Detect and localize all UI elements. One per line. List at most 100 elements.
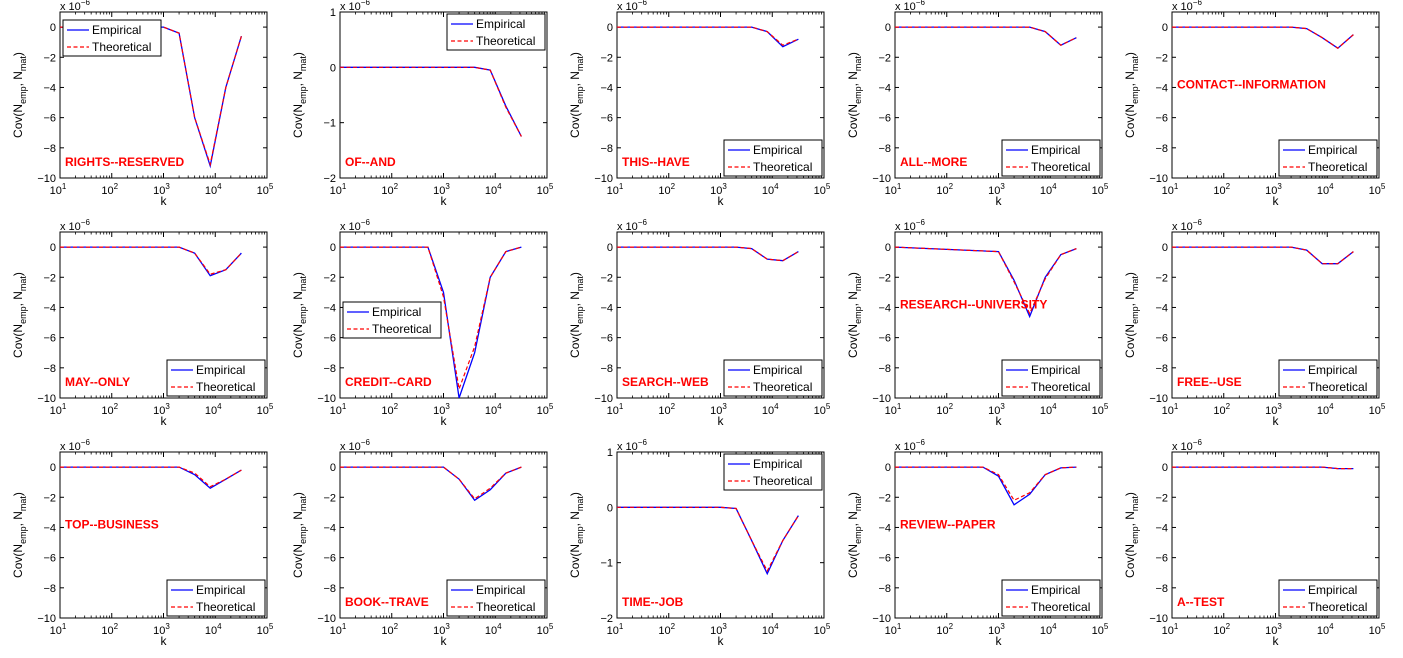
panel-label: BOOK--TRAVE <box>345 595 429 609</box>
x-tick-label: 102 <box>381 182 398 197</box>
y-tick-label: 0 <box>50 22 56 34</box>
legend-theoretical-label: Theoretical <box>92 40 151 54</box>
x-tick-label: 104 <box>762 402 779 417</box>
panel-label: ALL--MORE <box>900 155 967 169</box>
theoretical-series-line <box>60 26 242 167</box>
legend-theoretical-label: Theoretical <box>372 322 431 336</box>
theoretical-series-line <box>895 246 1077 315</box>
y-tick-label: 0 <box>607 22 613 34</box>
y-axis-label: Cov(Nemp, Nmat) <box>11 272 28 358</box>
y-exponent-label: x 10−6 <box>617 438 647 453</box>
y-exponent-label: x 10−6 <box>1172 0 1202 13</box>
legend-theoretical-label: Theoretical <box>196 380 255 394</box>
legend-empirical-label: Empirical <box>1308 583 1357 597</box>
theoretical-series-line <box>895 26 1077 46</box>
y-tick-label: −4 <box>43 82 56 94</box>
legend: Empirical Theoretical <box>166 579 266 617</box>
x-tick-label: 105 <box>537 402 554 417</box>
y-tick-label: −2 <box>878 492 891 504</box>
x-axis-label: k <box>441 194 448 208</box>
y-tick-label: −2 <box>1155 272 1168 284</box>
x-tick-label: 103 <box>988 402 1005 417</box>
theoretical-series-line <box>1172 246 1354 265</box>
y-tick-label: −6 <box>43 553 56 565</box>
x-tick-label: 104 <box>485 182 502 197</box>
theoretical-series-line <box>340 466 522 500</box>
x-tick-label: 105 <box>257 402 274 417</box>
y-tick-label: −10 <box>594 393 613 405</box>
theoretical-series-line <box>60 246 242 275</box>
y-tick-label: 0 <box>1162 242 1168 254</box>
y-tick-label: −8 <box>1155 363 1168 375</box>
y-tick-label: 1 <box>330 7 336 19</box>
x-tick-label: 103 <box>710 402 727 417</box>
legend-empirical-label: Empirical <box>1031 583 1080 597</box>
legend: Empirical Theoretical <box>342 301 442 339</box>
legend-empirical-label: Empirical <box>196 583 245 597</box>
x-tick-label: 105 <box>1369 622 1386 637</box>
y-tick-label: 0 <box>607 242 613 254</box>
y-axis-label: Cov(Nemp, Nmat) <box>1123 52 1140 138</box>
legend-box <box>723 139 823 177</box>
x-tick-label: 102 <box>936 182 953 197</box>
y-tick-label: 0 <box>330 62 336 74</box>
panel-label: A--TEST <box>1177 595 1225 609</box>
legend: Empirical Theoretical <box>446 13 546 51</box>
y-exponent-label: x 10−6 <box>60 438 90 453</box>
y-tick-label: −8 <box>600 363 613 375</box>
legend-box <box>1001 139 1101 177</box>
x-tick-label: 103 <box>710 622 727 637</box>
y-tick-label: −2 <box>43 52 56 64</box>
x-tick-label: 105 <box>1092 622 1109 637</box>
y-tick-label: −10 <box>37 393 56 405</box>
legend-empirical-label: Empirical <box>753 143 802 157</box>
theoretical-series-line <box>895 466 1077 502</box>
panel-label: REVIEW--PAPER <box>900 517 996 531</box>
legend-box <box>723 359 823 397</box>
legend-theoretical-label: Theoretical <box>1031 160 1090 174</box>
y-axis-label: Cov(Nemp, Nmat) <box>568 52 585 138</box>
x-tick-label: 105 <box>257 182 274 197</box>
y-axis-label: Cov(Nemp, Nmat) <box>1123 492 1140 578</box>
y-exponent-label: x 10−6 <box>340 0 370 13</box>
panel-label: RESEARCH--UNIVERSITY <box>900 297 1047 311</box>
x-tick-label: 104 <box>762 622 779 637</box>
y-tick-label: −2 <box>323 173 336 185</box>
x-tick-label: 103 <box>433 402 450 417</box>
y-tick-label: −2 <box>323 272 336 284</box>
y-exponent-label: x 10−6 <box>895 438 925 453</box>
x-tick-label: 101 <box>1162 622 1179 637</box>
x-axis-label: k <box>718 194 725 208</box>
x-axis-label: k <box>161 634 168 648</box>
legend-box <box>1278 359 1378 397</box>
theoretical-series-line <box>340 66 522 137</box>
legend-theoretical-label: Theoretical <box>753 474 812 488</box>
x-tick-label: 104 <box>485 402 502 417</box>
legend: Empirical Theoretical <box>1001 579 1101 617</box>
y-tick-label: −8 <box>43 363 56 375</box>
x-axis-label: k <box>996 194 1003 208</box>
x-tick-label: 103 <box>433 182 450 197</box>
y-exponent-label: x 10−6 <box>1172 438 1202 453</box>
x-tick-label: 102 <box>658 402 675 417</box>
y-tick-label: −1 <box>323 118 336 130</box>
y-tick-label: 0 <box>50 242 56 254</box>
y-tick-label: −4 <box>878 82 891 94</box>
y-tick-label: −4 <box>878 302 891 314</box>
x-tick-label: 104 <box>1317 622 1334 637</box>
x-tick-label: 102 <box>1213 622 1230 637</box>
panel-label: OF--AND <box>345 155 396 169</box>
x-tick-label: 102 <box>936 622 953 637</box>
legend-empirical-label: Empirical <box>1308 143 1357 157</box>
y-exponent-label: x 10−6 <box>617 218 647 233</box>
y-tick-label: −2 <box>878 52 891 64</box>
legend: Empirical Theoretical <box>1278 579 1378 617</box>
y-tick-label: −6 <box>1155 333 1168 345</box>
y-tick-label: −4 <box>600 302 613 314</box>
y-tick-label: −8 <box>878 363 891 375</box>
